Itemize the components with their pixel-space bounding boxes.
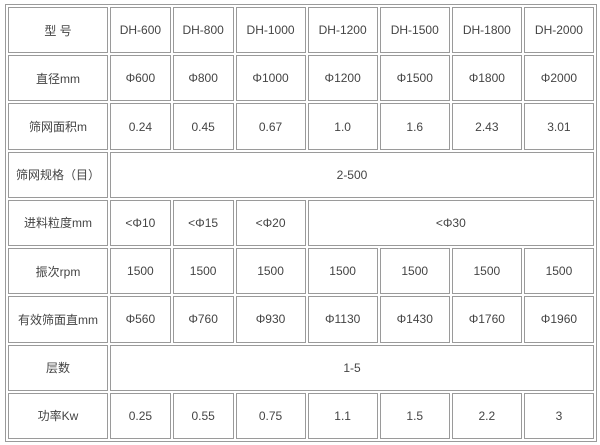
table-cell: 0.75 <box>235 392 306 439</box>
table-cell: DH-1500 <box>379 7 450 54</box>
table-cell: Φ930 <box>235 296 306 343</box>
table-cell: 1500 <box>451 248 522 295</box>
row-label: 筛网规格（目） <box>8 151 108 198</box>
table-cell: 1500 <box>235 248 306 295</box>
table-cell: Φ1960 <box>523 296 594 343</box>
table-row: 振次rpm 1500 1500 1500 1500 1500 1500 1500 <box>8 248 594 295</box>
table-cell: <Φ10 <box>110 199 171 247</box>
merged-cell: <Φ30 <box>307 199 594 247</box>
table-row: 功率Kw 0.25 0.55 0.75 1.1 1.5 2.2 3 <box>8 392 594 439</box>
table-cell: 3.01 <box>523 103 594 150</box>
table-row: 筛网面积m 0.24 0.45 0.67 1.0 1.6 2.43 3.01 <box>8 103 594 150</box>
merged-cell: 2-500 <box>110 151 594 198</box>
table-cell: Φ600 <box>110 55 171 102</box>
table-cell: Φ800 <box>172 55 234 102</box>
table-cell: DH-800 <box>172 7 234 54</box>
table-cell: DH-1000 <box>235 7 306 54</box>
table-cell: 0.25 <box>110 392 171 439</box>
table-cell: 0.67 <box>235 103 306 150</box>
table-row: 层数 1-5 <box>8 344 594 391</box>
table-cell: DH-2000 <box>523 7 594 54</box>
table-row: 筛网规格（目） 2-500 <box>8 151 594 198</box>
table-cell: 1500 <box>523 248 594 295</box>
table-cell: DH-600 <box>110 7 171 54</box>
table-cell: DH-1800 <box>451 7 522 54</box>
table-cell: <Φ20 <box>235 199 306 247</box>
merged-cell: 1-5 <box>110 344 594 391</box>
row-label: 筛网面积m <box>8 103 108 150</box>
table-cell: 0.24 <box>110 103 171 150</box>
table-cell: Φ1000 <box>235 55 306 102</box>
table-cell: Φ1760 <box>451 296 522 343</box>
table-cell: Φ1200 <box>307 55 378 102</box>
row-label: 功率Kw <box>8 392 108 439</box>
table-cell: 1500 <box>307 248 378 295</box>
table-cell: DH-1200 <box>307 7 378 54</box>
table-cell: Φ1430 <box>379 296 450 343</box>
table-cell: Φ2000 <box>523 55 594 102</box>
table-row: 直径mm Φ600 Φ800 Φ1000 Φ1200 Φ1500 Φ1800 Φ2000 <box>8 55 594 102</box>
table-cell: Φ1130 <box>307 296 378 343</box>
table-cell: 1500 <box>379 248 450 295</box>
table-cell: Φ1800 <box>451 55 522 102</box>
table-cell: Φ1500 <box>379 55 450 102</box>
table-cell: 0.45 <box>172 103 234 150</box>
table-cell: Φ760 <box>172 296 234 343</box>
table-cell: 1500 <box>172 248 234 295</box>
row-label: 直径mm <box>8 55 108 102</box>
table-cell: Φ560 <box>110 296 171 343</box>
row-label: 进料粒度mm <box>8 199 108 247</box>
table-cell: <Φ15 <box>172 199 234 247</box>
table-cell: 1500 <box>110 248 171 295</box>
table-cell: 3 <box>523 392 594 439</box>
table-cell: 2.43 <box>451 103 522 150</box>
row-label: 层数 <box>8 344 108 391</box>
table-cell: 1.1 <box>307 392 378 439</box>
table-cell: 0.55 <box>172 392 234 439</box>
row-label: 振次rpm <box>8 248 108 295</box>
table-cell: 1.5 <box>379 392 450 439</box>
table-row: 型 号 DH-600 DH-800 DH-1000 DH-1200 DH-1500 DH-1… <box>8 7 594 54</box>
row-label: 型 号 <box>8 7 108 54</box>
table-cell: 1.0 <box>307 103 378 150</box>
table-cell: 2.2 <box>451 392 522 439</box>
spec-table: 型 号 DH-600 DH-800 DH-1000 DH-1200 DH-1500 DH-1… <box>5 4 597 442</box>
table-cell: 1.6 <box>379 103 450 150</box>
table-row: 进料粒度mm <Φ10 <Φ15 <Φ20 <Φ30 <box>8 199 594 247</box>
row-label: 有效筛面直mm <box>8 296 108 343</box>
table-row: 有效筛面直mm Φ560 Φ760 Φ930 Φ1130 Φ1430 Φ1760 Φ1960 <box>8 296 594 343</box>
